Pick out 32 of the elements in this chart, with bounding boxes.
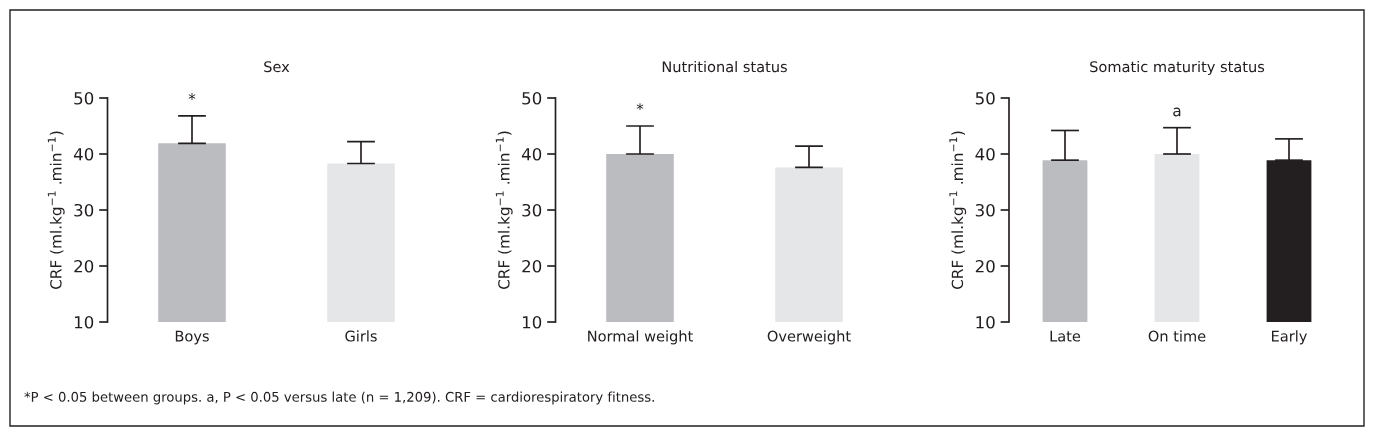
y-tick-label: 20 — [74, 259, 94, 273]
annotation: a — [1173, 107, 1181, 117]
y-tick-label: 10 — [976, 315, 995, 329]
y-tick-label: 50 — [74, 91, 94, 105]
y-tick-label: 30 — [74, 203, 94, 217]
y-tick-label: 30 — [522, 203, 542, 217]
text: *P < 0.05 between groups. a, P < 0.05 versus late (n = 1,209). CRF = cardiorespiratory fitness. — [24, 391, 654, 405]
y-tick-label: 50 — [975, 91, 995, 105]
x-tick-label: Girls — [345, 330, 377, 342]
annotation: * — [188, 93, 196, 101]
y-tick-label: 10 — [74, 315, 94, 329]
x-tick-label: Boys — [175, 330, 209, 345]
y-tick-label: 40 — [521, 147, 542, 161]
y-tick-label: 40 — [73, 147, 94, 161]
x-tick-label: On time — [1148, 330, 1206, 342]
chart-title: Nutritional status — [662, 60, 787, 73]
y-axis-title: CRF (ml.kg$^{−1}$ .min$^{−1}$) — [949, 131, 967, 289]
chart-title: Sex — [264, 61, 290, 73]
x-tick-label: Normal weight — [588, 330, 693, 345]
y-tick-label: 40 — [975, 147, 995, 161]
x-tick-label: Overweight — [767, 330, 851, 345]
x-tick-label: Early — [1272, 330, 1307, 345]
y-tick-label: 20 — [975, 259, 995, 273]
y-tick-label: 10 — [522, 315, 542, 329]
chart-title: Somatic maturity status — [1090, 60, 1265, 76]
x-tick-label: Late — [1050, 330, 1081, 342]
y-axis-title: CRF (ml.kg$^{−1}$ .min$^{−1}$) — [495, 131, 513, 289]
y-axis-title: CRF (ml.kg$^{−1}$ .min$^{−1}$) — [47, 131, 65, 289]
y-tick-label: 50 — [522, 91, 542, 105]
y-tick-label: 30 — [975, 203, 995, 217]
annotation: * — [636, 103, 644, 111]
y-tick-label: 20 — [522, 259, 542, 273]
